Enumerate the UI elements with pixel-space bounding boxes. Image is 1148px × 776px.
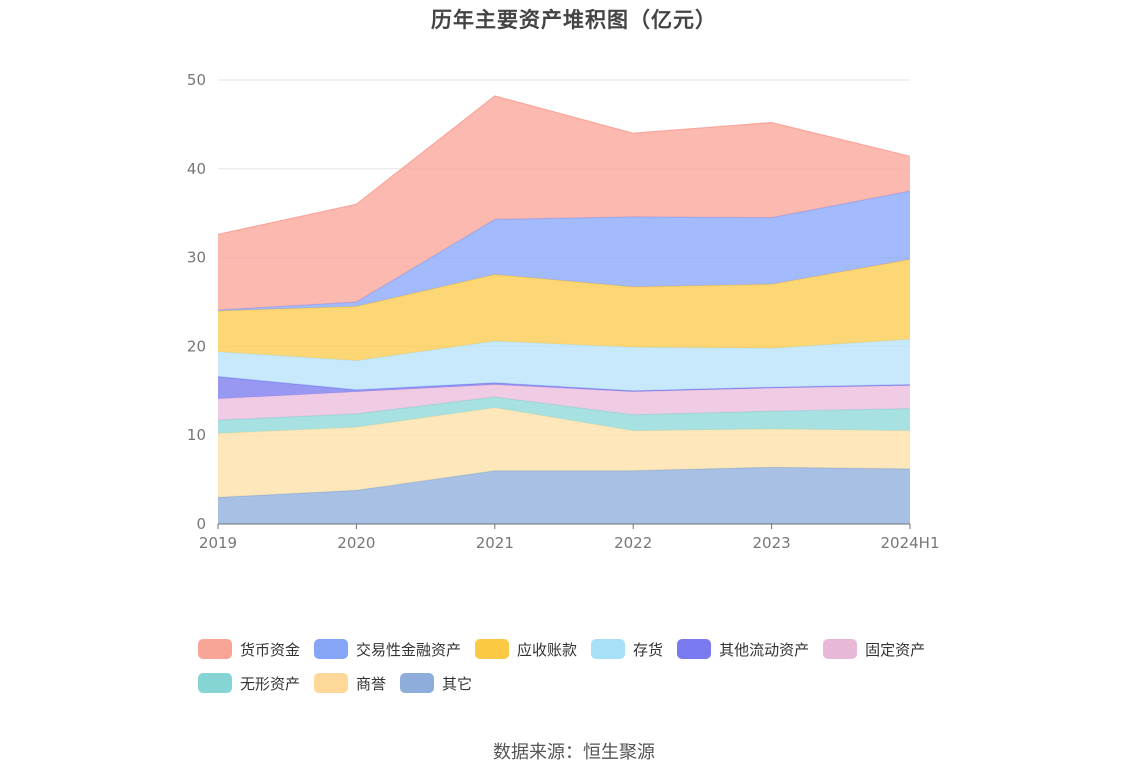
y-tick-label: 0 xyxy=(196,515,206,533)
legend-swatch xyxy=(198,673,232,693)
legend-label: 应收账款 xyxy=(517,640,578,659)
legend-item[interactable]: 应收账款 xyxy=(475,638,577,660)
legend-swatch xyxy=(591,639,626,659)
area-series-edge xyxy=(217,258,911,312)
area-series-应收账款 xyxy=(218,259,910,361)
x-tick-label: 2024H1 xyxy=(881,534,940,552)
area-series-其他流动资产 xyxy=(218,376,910,399)
y-tick-label: 40 xyxy=(187,160,206,178)
area-series-edge xyxy=(217,190,911,311)
legend-swatch xyxy=(314,673,349,693)
legend-item[interactable]: 货币资金 xyxy=(198,638,300,660)
legend-item[interactable]: 其它 xyxy=(400,672,472,694)
area-layer xyxy=(217,95,911,524)
legend-item[interactable]: 其他流动资产 xyxy=(677,638,809,660)
legend-swatch xyxy=(198,639,232,659)
legend: 货币资金 交易性金融资产 应收账款 存货 其他流动资产 固定资产无形资产 商誉 其它 xyxy=(198,638,978,694)
area-series-edge xyxy=(217,95,911,236)
legend-label: 交易性金融资产 xyxy=(356,640,462,659)
area-series-其它 xyxy=(218,467,910,524)
axis-layer: 0 10 20 30 40 50 2019 2020 2021 2022 2023 2024H1 xyxy=(187,71,940,552)
legend-label: 货币资金 xyxy=(240,640,301,659)
legend-label: 其它 xyxy=(442,674,473,693)
x-tick-label: 2020 xyxy=(337,534,375,552)
legend-swatch xyxy=(475,639,510,659)
legend-label: 存货 xyxy=(633,640,664,659)
legend-swatch xyxy=(314,639,349,659)
legend-item[interactable]: 无形资产 xyxy=(198,672,300,694)
x-tick-label: 2023 xyxy=(753,534,791,552)
x-tick-label: 2022 xyxy=(614,534,652,552)
legend-swatch xyxy=(400,673,435,693)
legend-label: 其他流动资产 xyxy=(719,640,810,659)
y-tick-label: 50 xyxy=(187,71,206,89)
y-tick-label: 30 xyxy=(187,249,206,267)
y-tick-label: 10 xyxy=(187,426,206,444)
area-series-商誉 xyxy=(218,407,910,498)
data-source: 数据来源：恒生聚源 xyxy=(493,742,655,763)
legend-label: 商誉 xyxy=(356,674,387,693)
legend-item[interactable]: 交易性金融资产 xyxy=(314,638,461,660)
x-tick-label: 2021 xyxy=(476,534,514,552)
legend-item[interactable]: 存货 xyxy=(591,638,663,660)
area-series-存货 xyxy=(218,339,910,391)
area-series-货币资金 xyxy=(218,96,910,310)
x-tick-label: 2019 xyxy=(199,534,237,552)
legend-label: 无形资产 xyxy=(240,674,301,693)
legend-item[interactable]: 商誉 xyxy=(314,672,386,694)
legend-swatch xyxy=(823,639,858,659)
area-series-固定资产 xyxy=(218,384,910,421)
legend-item[interactable]: 固定资产 xyxy=(823,638,925,660)
area-series-交易性金融资产 xyxy=(218,191,910,311)
y-tick-label: 20 xyxy=(187,337,206,355)
chart-title: 历年主要资产堆积图（亿元） xyxy=(431,8,717,32)
area-series-无形资产 xyxy=(218,397,910,434)
legend-label: 固定资产 xyxy=(865,640,926,659)
legend-swatch xyxy=(677,639,712,659)
